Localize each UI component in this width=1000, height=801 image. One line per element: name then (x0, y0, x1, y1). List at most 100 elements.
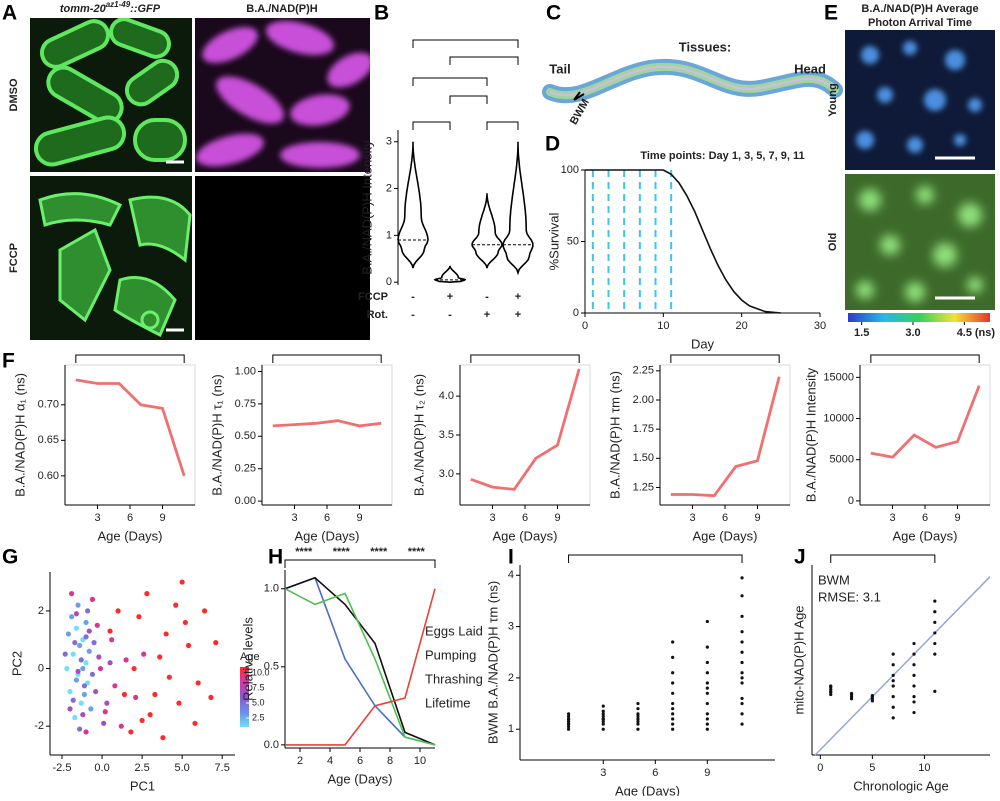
point (671, 655, 675, 659)
point (176, 700, 182, 706)
point (912, 684, 916, 688)
point (109, 637, 115, 643)
point (912, 695, 916, 699)
y-tick-label: 3.5 (439, 429, 454, 441)
point (705, 717, 709, 721)
point (97, 665, 104, 672)
y-tick-label: 1.0 (264, 583, 279, 595)
point (740, 722, 744, 726)
point (89, 596, 96, 602)
significance-bracket (470, 354, 580, 363)
point (870, 693, 874, 698)
x-axis-label: Age (Days) (492, 528, 557, 543)
point (705, 727, 709, 731)
x-tick-label: 7.5 (215, 762, 230, 774)
line-series (272, 419, 382, 428)
row-label: DMSO (8, 78, 20, 111)
point (912, 710, 916, 715)
point (891, 684, 895, 688)
panel-letter: I (508, 546, 514, 569)
condition-level: + (447, 291, 453, 303)
point (91, 640, 97, 646)
y-tick-label: 1 (508, 723, 514, 735)
y-tick-label: 1.75 (633, 423, 654, 435)
point (213, 640, 219, 646)
point (139, 717, 145, 724)
colorbar-tick-label: 10.0 (252, 667, 270, 677)
panel-c: Tail Tissues: Head BWM (542, 39, 843, 127)
y-tick-label: 4 (508, 569, 514, 581)
title-part: tomm-20 (60, 3, 107, 15)
panel-letter: J (794, 546, 806, 569)
x-tick-label: 9 (754, 512, 760, 524)
point (912, 700, 916, 704)
y-tick-label: 1.25 (633, 481, 654, 493)
point (566, 717, 571, 721)
significance-label: **** (333, 546, 351, 558)
point (829, 690, 833, 694)
x-tick-label: 3 (689, 512, 695, 524)
significance-label: **** (295, 546, 313, 558)
condition-level: - (448, 309, 452, 321)
x-axis-label: Age (Days) (294, 528, 359, 543)
line-series (670, 376, 781, 498)
x-tick-label: -2.5 (53, 762, 72, 774)
colorbar (240, 667, 249, 727)
point (891, 673, 895, 677)
point (62, 651, 68, 657)
y-tick-label: 0 (386, 276, 392, 288)
line-series (585, 169, 781, 314)
colorbar-tick-label: 4.5 (957, 327, 972, 339)
point (81, 683, 88, 689)
panel-e: B.A./NAD(P)H Average Photon Arrival Time… (827, 3, 995, 310)
legend-label: Eggs Laid (425, 623, 483, 638)
significance-bracket (449, 95, 488, 104)
y-tick-label: 0 (38, 662, 44, 674)
colorbar-tick-label: 5.0 (252, 697, 265, 707)
point (933, 652, 937, 656)
point (75, 602, 81, 608)
panel-letter: B (374, 2, 389, 25)
x-tick-label: 0.0 (94, 762, 109, 774)
y-axis-label: B.A./NAD(P)H α₁ (ns) (12, 373, 27, 497)
x-tick-label: 6 (922, 512, 928, 524)
column-title: B.A./NAD(P)H (246, 3, 318, 15)
x-tick-label: 9 (356, 512, 362, 524)
point (72, 640, 78, 646)
point (891, 705, 895, 709)
point (740, 681, 744, 685)
point (192, 720, 198, 726)
x-tick-label: 6 (127, 512, 133, 524)
point (740, 576, 744, 580)
panel-letter: D (545, 133, 560, 156)
panel-a: tomm-20az1-49::GFP B.A./NAD(P)H DMSO FCC… (8, 0, 370, 340)
point (83, 634, 89, 640)
x-tick-label: 3 (291, 512, 297, 524)
point (77, 726, 83, 732)
significance-bracket (486, 121, 519, 130)
y-axis-label: B.A./NAD(P)H τ₂ (ns) (411, 374, 426, 496)
point (671, 701, 675, 706)
point (849, 691, 854, 696)
point (705, 645, 709, 649)
x-tick-label: 3 (489, 512, 495, 524)
y-axis-label: B.A./NAD(P)H Intensity (359, 140, 374, 275)
y-tick-label: 0 (573, 307, 579, 319)
colorbar-tick-label: 3.0 (905, 327, 920, 339)
y-tick-label: 2.25 (633, 365, 654, 377)
point (891, 695, 895, 699)
point (933, 610, 937, 614)
point (891, 679, 895, 683)
point (566, 712, 571, 716)
identity-line (814, 576, 991, 756)
point (740, 660, 744, 665)
point (121, 691, 128, 698)
point (912, 663, 916, 667)
point (133, 694, 139, 700)
legend-label: Thrashing (425, 671, 483, 686)
point (85, 608, 91, 614)
panel-letter: C (546, 2, 561, 25)
point (104, 700, 110, 706)
point (705, 686, 709, 690)
point (636, 712, 640, 716)
